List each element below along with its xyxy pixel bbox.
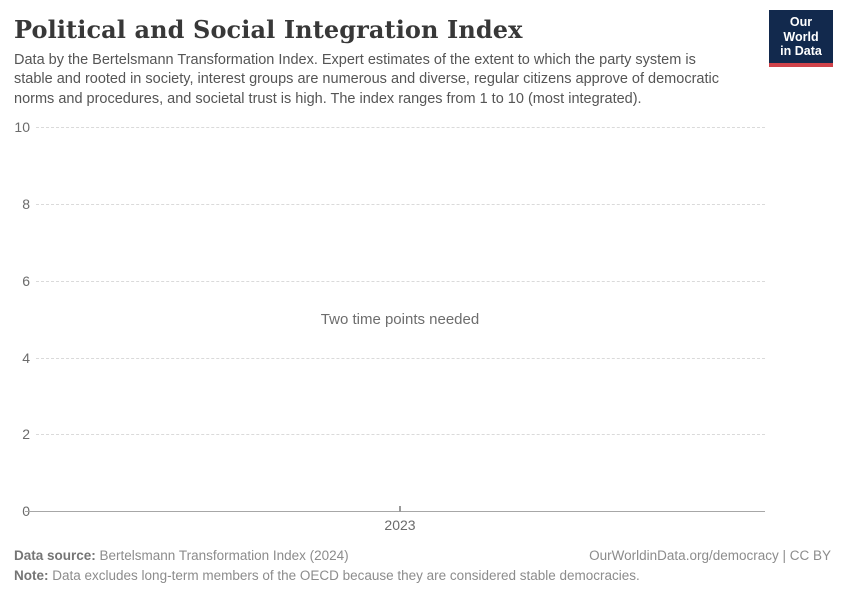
- note-value: Data excludes long-term members of the O…: [48, 568, 640, 583]
- footer-source-row: Data source: Bertelsmann Transformation …: [14, 548, 831, 563]
- data-source-text: Data source: Bertelsmann Transformation …: [14, 548, 349, 563]
- gridline: [36, 204, 765, 205]
- x-tick-mark: [399, 506, 401, 512]
- gridline: [36, 281, 765, 282]
- gridline: [36, 358, 765, 359]
- y-tick-label: 2: [22, 426, 30, 442]
- rights-link[interactable]: OurWorldinData.org/democracy | CC BY: [589, 548, 831, 563]
- note-label: Note:: [14, 568, 49, 583]
- y-tick-label: 8: [22, 196, 30, 212]
- page-title: Political and Social Integration Index: [14, 15, 523, 44]
- gridline: [36, 127, 765, 128]
- owid-logo-line2: in Data: [780, 44, 822, 58]
- data-source-value: Bertelsmann Transformation Index (2024): [95, 548, 349, 563]
- empty-chart-message: Two time points needed: [320, 311, 480, 328]
- y-tick-label: 6: [22, 273, 30, 289]
- chart-subtitle: Data by the Bertelsmann Transformation I…: [14, 52, 719, 107]
- gridline: [36, 434, 765, 435]
- footer-note-row: Note: Data excludes long-term members of…: [14, 568, 831, 583]
- x-tick-label: 2023: [384, 517, 416, 533]
- y-tick-label: 4: [22, 350, 30, 366]
- owid-logo-line1: Our World: [783, 15, 819, 44]
- x-axis-line: [25, 511, 765, 512]
- owid-logo[interactable]: Our World in Data: [769, 10, 833, 67]
- data-source-label: Data source:: [14, 548, 96, 563]
- y-tick-label: 10: [14, 119, 30, 135]
